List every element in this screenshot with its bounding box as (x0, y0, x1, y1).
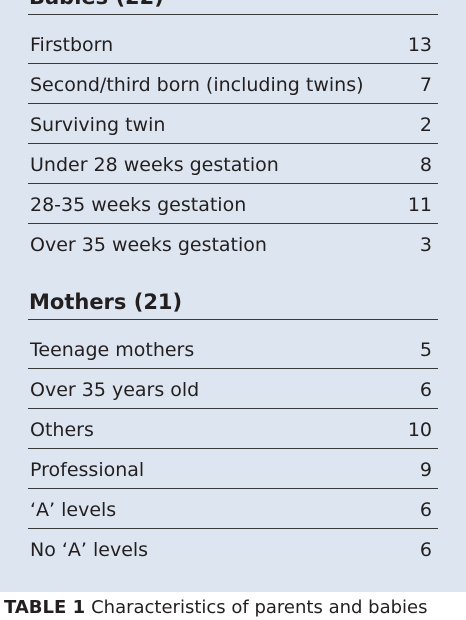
row-label: Second/third born (including twins) (30, 74, 364, 96)
row-label: Others (30, 419, 94, 441)
table-panel: Babies (22) Firstborn 13 Second/third born … (0, 0, 466, 592)
row-rule (28, 143, 438, 144)
row-rule (28, 368, 438, 369)
row-value: 6 (419, 379, 432, 401)
row-label: Over 35 weeks gestation (30, 234, 267, 256)
row-label: Firstborn (30, 34, 114, 56)
row-rule (28, 408, 438, 409)
row-rule (28, 63, 438, 64)
row-label: ‘A’ levels (30, 499, 117, 521)
row-rule (28, 528, 438, 529)
caption-text: Characteristics of parents and babies (91, 597, 428, 618)
section-rule (28, 14, 438, 15)
caption-label: TABLE 1 (4, 597, 86, 618)
row-rule (28, 448, 438, 449)
section-title: Babies (22) (29, 0, 164, 9)
row-rule (28, 488, 438, 489)
caption: TABLE 1 Characteristics of parents and ba… (4, 596, 428, 620)
row-value: 3 (419, 234, 432, 256)
row-value: 10 (407, 419, 432, 441)
row-label: Teenage mothers (30, 339, 195, 361)
row-label: No ‘A’ levels (30, 539, 149, 561)
row-value: 6 (419, 499, 432, 521)
row-rule (28, 103, 438, 104)
row-rule (28, 183, 438, 184)
section-rule (28, 319, 438, 320)
row-label: Under 28 weeks gestation (30, 154, 279, 176)
section-title: Mothers (21) (29, 290, 183, 314)
row-value: 2 (419, 114, 432, 136)
row-value: 8 (419, 154, 432, 176)
row-value: 11 (407, 194, 432, 216)
row-value: 7 (419, 74, 432, 96)
row-label: Over 35 years old (30, 379, 200, 401)
row-label: Professional (30, 459, 145, 481)
row-value: 9 (419, 459, 432, 481)
row-value: 5 (419, 339, 432, 361)
row-value: 13 (407, 34, 432, 56)
row-label: Surviving twin (30, 114, 166, 136)
row-rule (28, 223, 438, 224)
row-label: 28-35 weeks gestation (30, 194, 247, 216)
row-value: 6 (419, 539, 432, 561)
